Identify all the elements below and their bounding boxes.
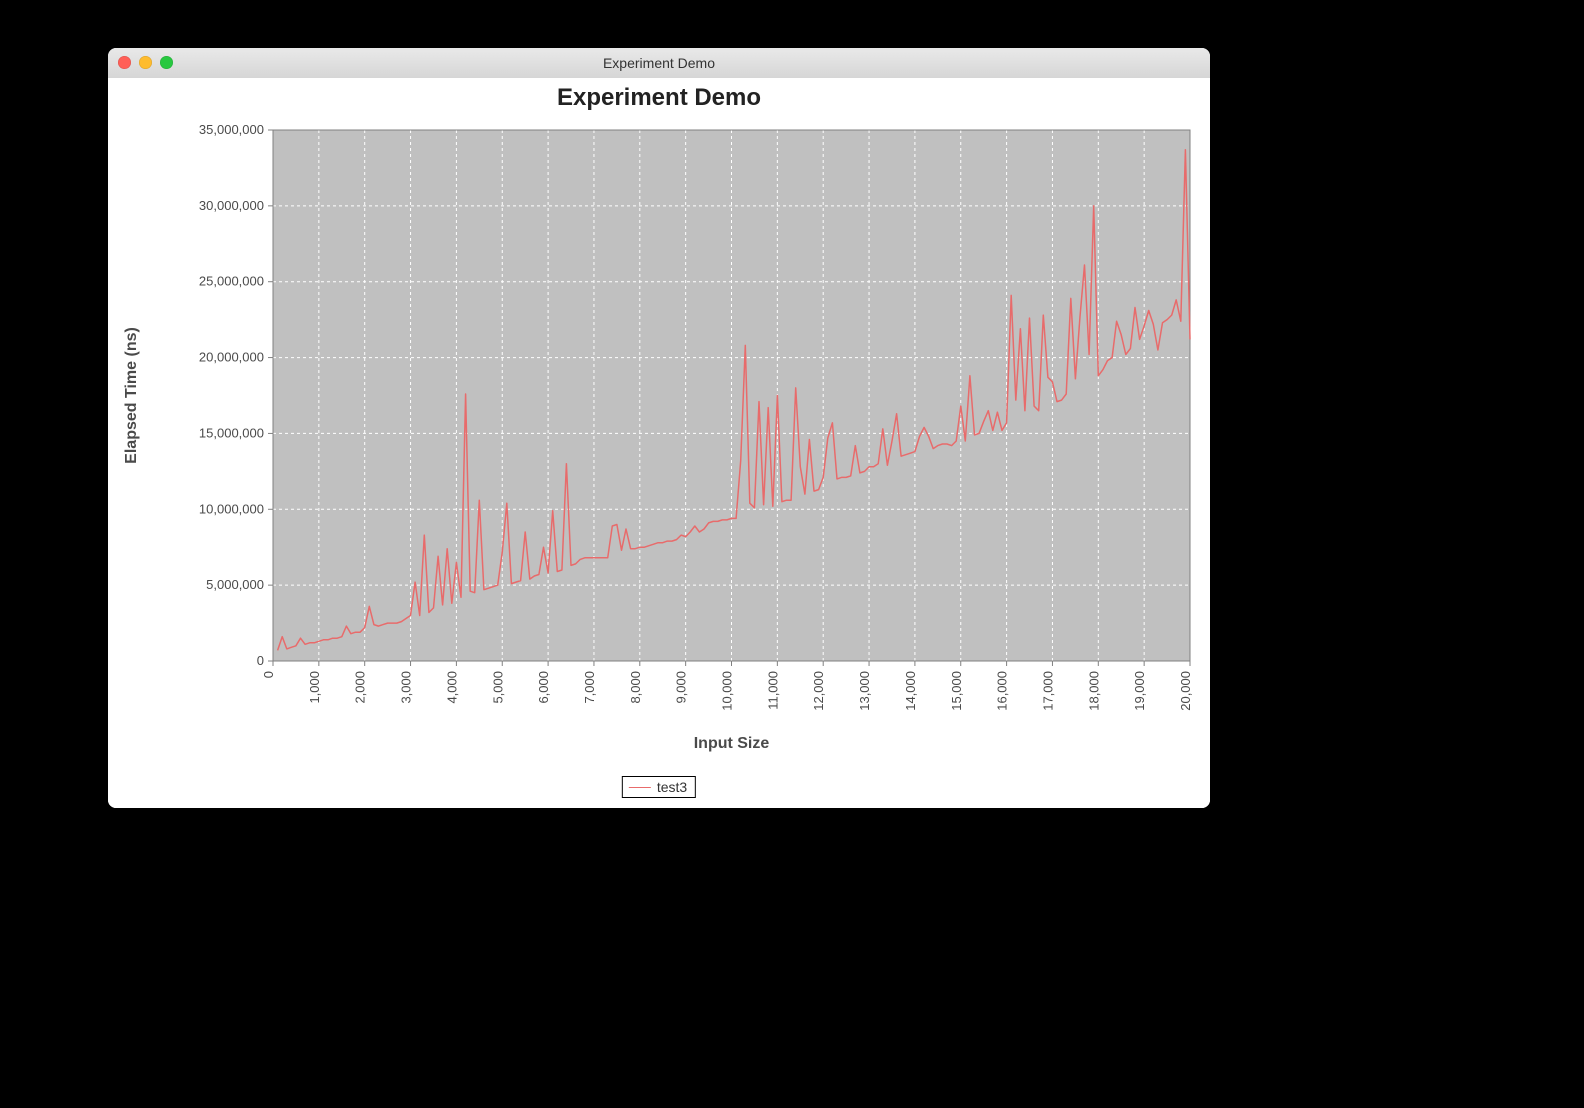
svg-text:17,000: 17,000 <box>1040 671 1055 711</box>
svg-text:25,000,000: 25,000,000 <box>199 274 264 289</box>
svg-text:4,000: 4,000 <box>444 671 459 704</box>
svg-text:14,000: 14,000 <box>903 671 918 711</box>
svg-text:8,000: 8,000 <box>628 671 643 704</box>
svg-text:15,000: 15,000 <box>949 671 964 711</box>
svg-text:30,000,000: 30,000,000 <box>199 198 264 213</box>
svg-text:12,000: 12,000 <box>811 671 826 711</box>
minimize-icon[interactable] <box>139 56 152 69</box>
chart-title: Experiment Demo <box>108 84 1210 112</box>
svg-text:Elapsed Time (ns): Elapsed Time (ns) <box>123 327 140 464</box>
plot-area: 0 1,000 2,000 3,000 4,000 5,000 6,000 7,000 8,00… <box>108 120 1210 756</box>
app-window: Experiment Demo Experiment Demo 0 1,000 2,… <box>108 48 1210 808</box>
svg-text:6,000: 6,000 <box>536 671 551 704</box>
window-title: Experiment Demo <box>108 48 1210 78</box>
svg-text:7,000: 7,000 <box>582 671 597 704</box>
window-controls <box>118 56 173 69</box>
svg-text:20,000,000: 20,000,000 <box>199 350 264 365</box>
svg-text:13,000: 13,000 <box>857 671 872 711</box>
svg-text:2,000: 2,000 <box>353 671 368 704</box>
svg-text:35,000,000: 35,000,000 <box>199 122 264 137</box>
legend: test3 <box>622 776 696 798</box>
svg-text:10,000: 10,000 <box>720 671 735 711</box>
svg-text:1,000: 1,000 <box>307 671 322 704</box>
svg-text:15,000,000: 15,000,000 <box>199 425 264 440</box>
svg-text:18,000: 18,000 <box>1086 671 1101 711</box>
svg-text:0: 0 <box>261 671 276 678</box>
legend-label: test3 <box>657 779 687 795</box>
svg-text:20,000: 20,000 <box>1178 671 1193 711</box>
svg-text:0: 0 <box>257 653 264 668</box>
chart-panel: Experiment Demo 0 1,000 2,000 3,000 4,000 5,0… <box>108 78 1210 808</box>
svg-text:5,000: 5,000 <box>490 671 505 704</box>
svg-text:5,000,000: 5,000,000 <box>206 577 264 592</box>
close-icon[interactable] <box>118 56 131 69</box>
chart-svg: 0 1,000 2,000 3,000 4,000 5,000 6,000 7,000 8,00… <box>108 120 1210 756</box>
svg-text:19,000: 19,000 <box>1132 671 1147 711</box>
titlebar[interactable]: Experiment Demo <box>108 48 1210 79</box>
svg-text:11,000: 11,000 <box>765 671 780 710</box>
svg-text:Input Size: Input Size <box>694 735 770 752</box>
svg-text:16,000: 16,000 <box>995 671 1010 711</box>
legend-swatch <box>629 787 651 788</box>
svg-text:9,000: 9,000 <box>674 671 689 704</box>
svg-text:3,000: 3,000 <box>399 671 414 704</box>
svg-text:10,000,000: 10,000,000 <box>199 501 264 516</box>
maximize-icon[interactable] <box>160 56 173 69</box>
